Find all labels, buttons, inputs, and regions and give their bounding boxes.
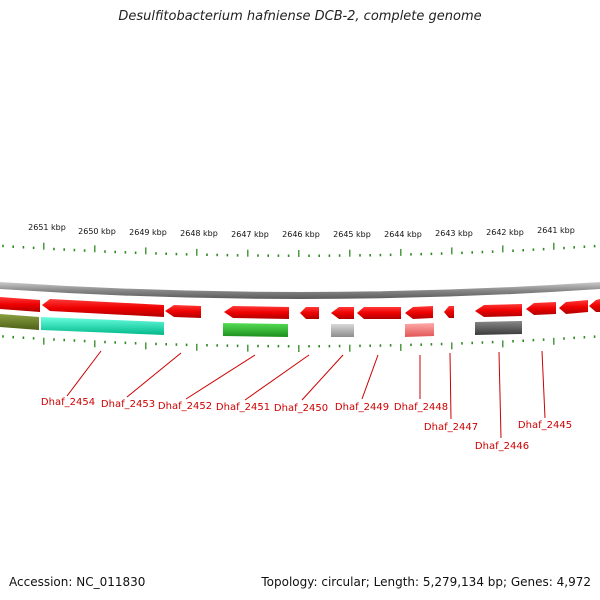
scale-label: 2646 kbp xyxy=(282,230,320,239)
gene-label[interactable]: Dhaf_2447 xyxy=(424,422,478,433)
accession-text: Accession: NC_011830 xyxy=(9,575,146,589)
leader-line xyxy=(301,354,344,401)
gene-arrow[interactable] xyxy=(526,302,556,315)
gene-arrow[interactable] xyxy=(331,307,354,319)
scale-label: 2647 kbp xyxy=(231,230,269,239)
gene-lane-inner xyxy=(0,314,522,337)
gene-lane-outer xyxy=(0,297,600,319)
leader-line xyxy=(449,352,452,420)
label-leaders xyxy=(66,350,546,439)
gene-label[interactable]: Dhaf_2451 xyxy=(216,402,270,413)
genome-backbone xyxy=(0,282,600,299)
feature-bar[interactable] xyxy=(0,314,39,330)
gene-arrow[interactable] xyxy=(0,297,40,312)
feature-bar[interactable] xyxy=(41,317,164,335)
feature-bar[interactable] xyxy=(475,321,522,335)
scale-label: 2648 kbp xyxy=(180,229,218,238)
genome-summary-text: Topology: circular; Length: 5,279,134 bp… xyxy=(261,575,591,589)
leader-line xyxy=(185,354,256,400)
gene-arrow[interactable] xyxy=(444,306,454,318)
scale-label: 2650 kbp xyxy=(78,227,116,236)
gene-arrow[interactable] xyxy=(475,304,522,317)
leader-line xyxy=(66,350,102,397)
gene-arrow[interactable] xyxy=(224,306,289,319)
gene-arrow[interactable] xyxy=(42,299,164,317)
scale-label: 2643 kbp xyxy=(435,229,473,238)
scale-label: 2644 kbp xyxy=(384,230,422,239)
leader-line xyxy=(361,354,379,400)
scale-label: 2641 kbp xyxy=(537,226,575,235)
leader-line xyxy=(244,354,310,401)
gene-label[interactable]: Dhaf_2448 xyxy=(394,402,448,413)
leader-line xyxy=(541,350,546,419)
gene-label[interactable]: Dhaf_2454 xyxy=(41,397,95,408)
gene-label[interactable]: Dhaf_2449 xyxy=(335,402,389,413)
scale-label: 2645 kbp xyxy=(333,230,371,239)
gene-arrow[interactable] xyxy=(559,300,588,314)
gene-arrow[interactable] xyxy=(357,307,401,319)
gene-arrow[interactable] xyxy=(165,305,201,318)
scale-label: 2651 kbp xyxy=(28,223,66,232)
feature-bar[interactable] xyxy=(405,323,434,337)
leader-line xyxy=(498,351,502,439)
scale-label: 2649 kbp xyxy=(129,228,167,237)
gene-label[interactable]: Dhaf_2453 xyxy=(101,399,155,410)
scale-labels: 2651 kbp 2650 kbp 2649 kbp 2648 kbp 2647… xyxy=(28,223,575,239)
feature-bar[interactable] xyxy=(223,323,288,337)
map-title: Desulfitobacterium hafniense DCB-2, comp… xyxy=(118,9,482,24)
gene-label[interactable]: Dhaf_2446 xyxy=(475,441,529,452)
gene-arrow[interactable] xyxy=(589,299,600,312)
gene-label[interactable]: Dhaf_2450 xyxy=(274,403,328,414)
gene-label[interactable]: Dhaf_2452 xyxy=(158,401,212,412)
scale-label: 2642 kbp xyxy=(486,228,524,237)
scale-ticks-inner xyxy=(2,335,596,352)
scale-ticks-outer xyxy=(2,242,596,257)
gene-label[interactable]: Dhaf_2445 xyxy=(518,420,572,431)
gene-arrow[interactable] xyxy=(405,306,433,319)
gene-arrow[interactable] xyxy=(300,307,319,319)
gene-labels: Dhaf_2454 Dhaf_2453 Dhaf_2452 Dhaf_2451 … xyxy=(41,397,572,452)
feature-bar[interactable] xyxy=(331,324,354,337)
leader-line xyxy=(126,352,182,398)
